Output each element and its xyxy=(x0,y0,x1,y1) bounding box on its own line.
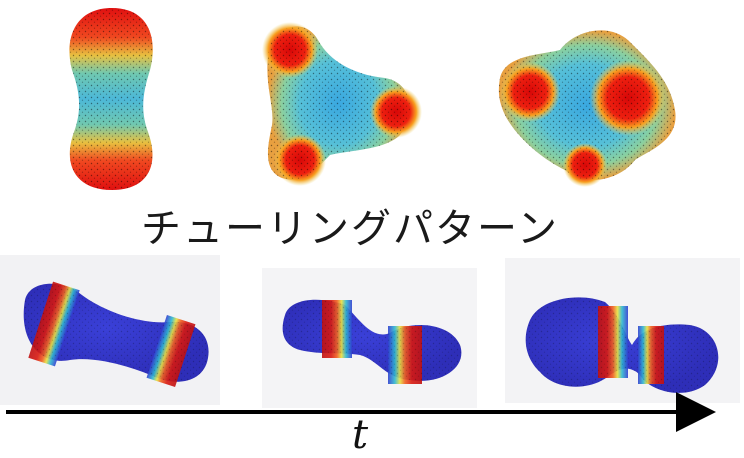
caption-turing-pattern: チューリングパターン xyxy=(141,206,559,252)
turing-shape-tetrapod xyxy=(498,30,676,187)
turing-shape-dumbbell-1 xyxy=(23,281,209,388)
turing-shape-tripod xyxy=(262,22,422,186)
turing-shape-dumbbell-2 xyxy=(282,299,462,384)
turing-shape-splitting xyxy=(525,297,719,393)
time-axis-label: t xyxy=(351,412,369,458)
turing-shape-peanut xyxy=(69,8,153,190)
